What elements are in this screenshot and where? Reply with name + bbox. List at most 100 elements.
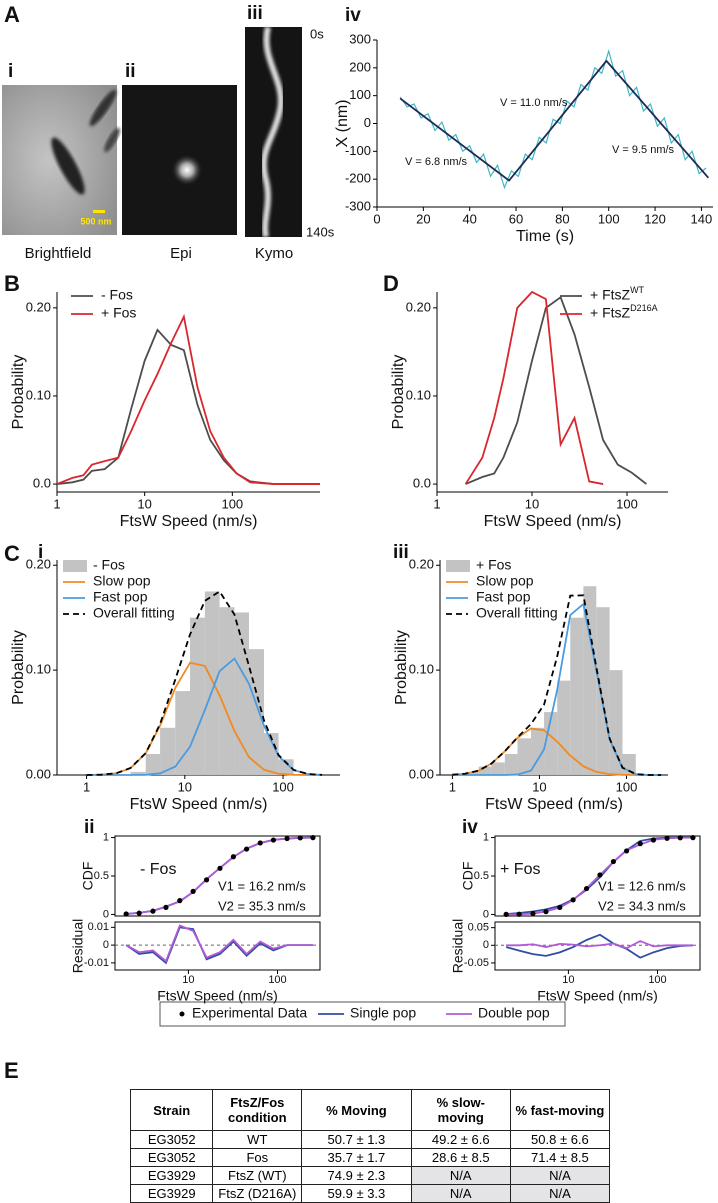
chart: [436, 560, 668, 779]
histogram-bar: [609, 670, 623, 775]
row: EG3929 FtsZ (WT) 74.9 ± 2.3 N/A N/A: [129, 1166, 611, 1185]
y-tick-label: -300: [345, 198, 371, 213]
data-point: [557, 904, 563, 910]
x-tick-label: 1: [433, 496, 440, 511]
row: EG3929 FtsZ (D216A) 59.9 ± 3.3 N/A N/A: [129, 1184, 611, 1203]
data-point: [623, 848, 630, 854]
y-tick-label: 0.5: [474, 870, 489, 882]
x-axis-label: FtsW Speed (nm/s): [484, 513, 622, 530]
histogram-bar: [570, 617, 584, 775]
histogram-bar: [204, 591, 220, 775]
summary-table: Strain FtsZ/Fos condition % Moving % slo…: [129, 1089, 611, 1203]
data-point: [597, 872, 603, 878]
x-tick-label: 140: [691, 211, 713, 226]
y-tick-label: 0.5: [94, 870, 109, 882]
x-tick-label: 10: [137, 496, 151, 511]
histogram-bar: [504, 754, 518, 775]
y-tick-label: -200: [345, 171, 371, 186]
series-line: [505, 933, 694, 959]
legend-label: Slow pop: [93, 573, 151, 589]
histogram-bar: [583, 586, 597, 775]
annotation: V = 9.5 nm/s: [612, 144, 675, 156]
series-line: [452, 602, 662, 776]
data-point: [257, 840, 263, 846]
header-cell: % slow-moving: [410, 1089, 511, 1131]
panel-sublabel: i: [38, 542, 43, 563]
series-line: [56, 328, 320, 485]
x-tick-label: 10: [525, 496, 539, 511]
x-axis-label: FtsW Speed (nm/s): [485, 796, 623, 813]
y-tick-label: -0.01: [84, 957, 109, 969]
y-tick-label: 0.0: [413, 476, 431, 491]
y-tick-label: 0.20: [26, 299, 51, 314]
cell: Fos: [212, 1148, 303, 1167]
data-point: [503, 911, 509, 917]
panel-sublabel: iv: [462, 817, 478, 838]
x-tick-label: 60: [509, 211, 523, 226]
series-line: [86, 661, 323, 776]
histogram-bar: [130, 771, 146, 775]
legend-swatch: [446, 560, 470, 572]
annotation: V = 6.8 nm/s: [405, 156, 468, 168]
data-point: [136, 910, 142, 916]
y-tick-label: 0.00: [409, 766, 434, 781]
data-point: [310, 835, 316, 841]
histogram-bar: [491, 762, 505, 775]
annotation: V = 11.0 nm/s: [500, 97, 568, 109]
x-axis-label: FtsW Speed (nm/s): [537, 988, 658, 1004]
y-axis-label: CDF: [460, 862, 476, 891]
data-point: [217, 865, 223, 871]
y-axis-label: X (nm): [334, 100, 351, 148]
legend-label: Fast pop: [93, 589, 148, 605]
y-axis-label: Probability: [10, 355, 27, 430]
image-caption: Kymo: [255, 245, 293, 262]
image-label: ii: [125, 61, 136, 82]
data-point: [203, 877, 210, 883]
series-line: [452, 594, 662, 776]
x-axis-label: FtsW Speed (nm/s): [130, 796, 268, 813]
histogram-bar: [175, 691, 191, 775]
header-cell: FtsZ/Fos condition: [212, 1089, 303, 1131]
histogram-bar: [219, 607, 235, 775]
scale-bar-label: 500 nm: [80, 216, 111, 226]
cell: 49.2 ± 6.6: [410, 1130, 511, 1149]
legend-label: + FtsZD216A: [590, 303, 658, 320]
data-point: [163, 904, 169, 910]
cell: N/A: [410, 1184, 511, 1203]
series-line: [506, 940, 693, 950]
legend-label: Slow pop: [476, 573, 534, 589]
legend-swatch: [63, 560, 87, 572]
y-axis-label: Probability: [393, 630, 410, 705]
y-tick-label: 0.20: [409, 557, 434, 572]
legend-label: + FtsZWT: [590, 285, 645, 302]
histogram-bar: [517, 738, 532, 775]
chart: [111, 921, 321, 974]
x-tick-label: 100: [616, 779, 638, 794]
annotation: V1 = 16.2 nm/s: [218, 878, 306, 893]
panel-sublabel: iv: [345, 5, 361, 26]
cell: EG3929: [129, 1184, 214, 1203]
x-tick-label: 10: [178, 779, 192, 794]
y-tick-label: 0.10: [26, 662, 51, 677]
y-tick-label: 0: [483, 939, 489, 951]
panel-sublabel: ii: [84, 817, 95, 838]
panel-label: D: [383, 271, 399, 296]
x-tick-label: 100: [598, 211, 620, 226]
histogram-bar: [248, 649, 265, 775]
image-caption: Epi: [170, 245, 192, 262]
header-cell: % Moving: [301, 1089, 412, 1131]
y-tick-label: 0.01: [88, 921, 109, 933]
x-tick-label: 0: [373, 211, 380, 226]
y-tick-label: 200: [349, 59, 371, 74]
histogram-bar: [145, 754, 161, 775]
legend-label: Single pop: [350, 1005, 416, 1021]
y-tick-label: -100: [345, 143, 371, 158]
histogram-bar: [465, 771, 479, 775]
x-tick-label: 1: [449, 779, 456, 794]
y-tick-label: 1: [483, 831, 489, 843]
data-point: [297, 835, 303, 841]
y-tick-label: 0: [364, 115, 371, 130]
y-tick-label: 0: [103, 939, 109, 951]
data-point: [150, 908, 156, 914]
